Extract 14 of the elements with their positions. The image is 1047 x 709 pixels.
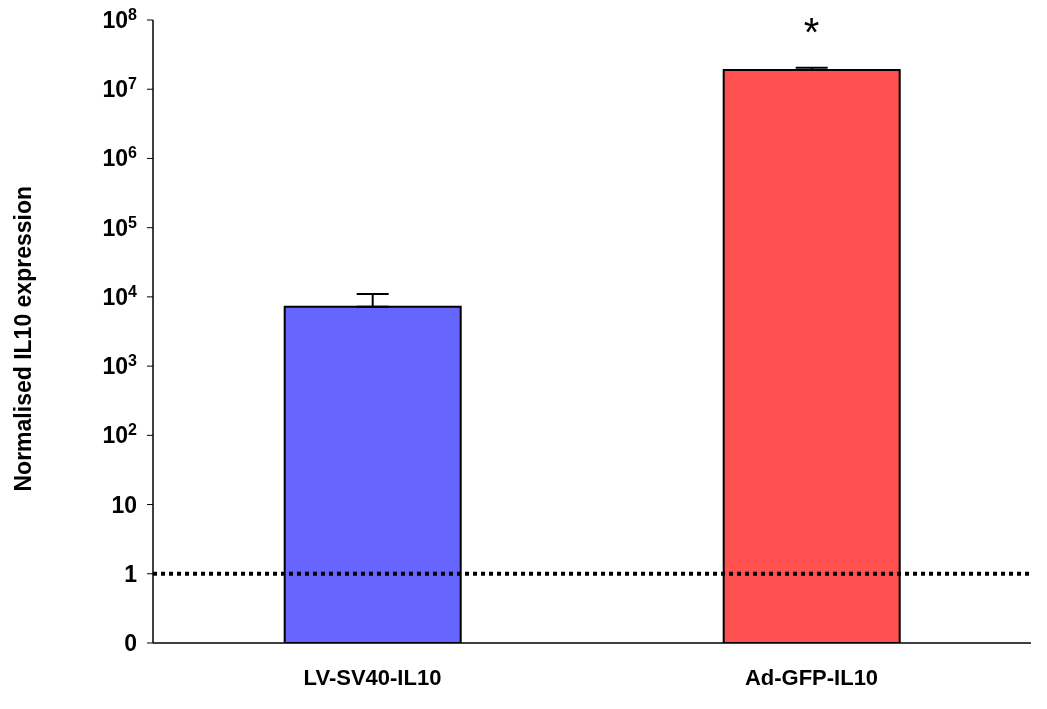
y-tick-label: 10$^{5}$ [102, 213, 138, 241]
y-tick-label: 10$^{6}$ [102, 143, 138, 172]
y-tick-label: 10$^{8}$ [102, 5, 138, 33]
y-tick-label: 0 [124, 630, 137, 656]
y-tick-label: 1 [124, 560, 138, 587]
y-tick-label: 10$^{3}$ [102, 351, 138, 380]
y-axis-title: Normalised IL10 expression [10, 185, 37, 492]
y-tick-label: 10$^{2}$ [102, 420, 138, 449]
x-tick-label: Ad-GFP-IL10 [744, 664, 879, 690]
y-tick-label: 10$^{4}$ [102, 282, 138, 310]
x-tick-label: LV-SV40-IL10 [303, 664, 442, 690]
y-tick-label: 10 [111, 491, 137, 518]
y-tick-label: 10$^{7}$ [102, 74, 138, 103]
annotation: * [803, 10, 820, 55]
